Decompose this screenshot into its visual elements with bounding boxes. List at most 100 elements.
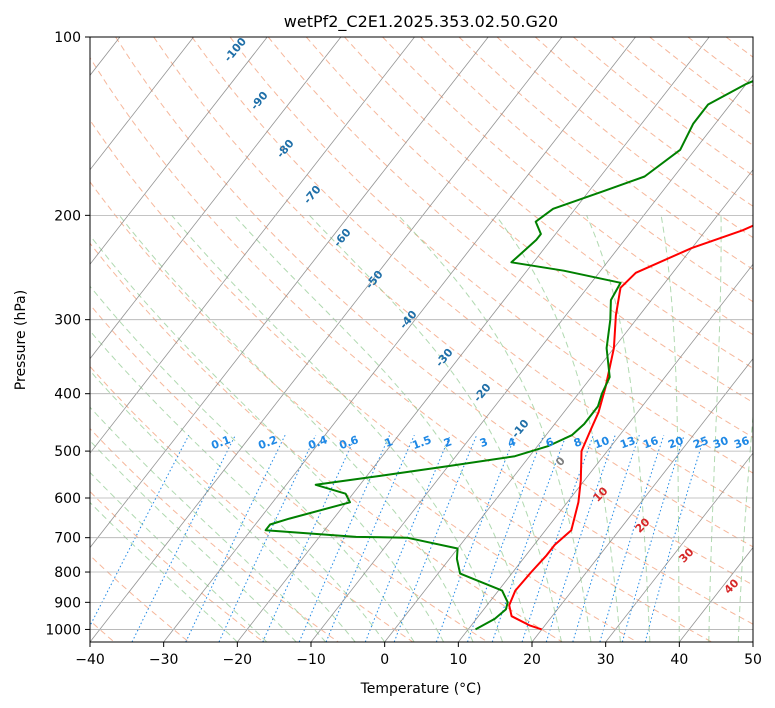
dry-adiabat — [90, 303, 488, 642]
profiles — [264, 80, 753, 631]
moist-adiabat — [233, 214, 533, 642]
mixing-ratio-label: 20 — [666, 434, 685, 452]
dry-adiabat-label: -90 — [248, 89, 271, 113]
mixing-ratio-line — [393, 435, 478, 642]
moist-adiabat-label: 30 — [677, 545, 697, 565]
isotherm — [384, 169, 753, 642]
dry-adiabat-label: -100 — [221, 35, 249, 65]
moist-adiabat — [90, 471, 268, 642]
dry-adiabat — [687, 37, 753, 87]
moist-adiabat — [586, 215, 651, 642]
dry-adiabat — [458, 37, 753, 271]
dry-adiabat — [90, 242, 563, 642]
mixing-ratio-line — [491, 435, 567, 642]
moist-adiabat — [90, 501, 238, 642]
mixing-ratio-line — [185, 434, 286, 642]
isotherm — [90, 37, 268, 265]
dry-adiabat-label: -70 — [301, 183, 324, 207]
mixing-ratio-line — [467, 435, 545, 642]
y-tick-label: 400 — [54, 387, 81, 403]
x-tick-label: 20 — [523, 652, 541, 668]
isotherm — [90, 37, 342, 360]
x-tick-label: 30 — [597, 652, 615, 668]
moist-adiabat — [708, 215, 722, 642]
dry-adiabat — [534, 37, 753, 207]
moist-adiabat — [90, 330, 386, 642]
x-axis: −40 −30 −20 −10 0 10 20 30 40 50 — [75, 642, 762, 668]
moist-adiabat — [118, 214, 474, 642]
mixing-ratio-label: 3 — [478, 435, 490, 450]
mixing-ratio-label: 4 — [506, 435, 518, 450]
moist-adiabat — [737, 410, 753, 642]
mixing-ratio-line — [131, 434, 236, 642]
y-tick-label: 600 — [54, 491, 81, 507]
mixing-ratio-line — [644, 435, 706, 642]
mixing-ratio-line — [262, 434, 357, 642]
moist-adiabat — [90, 406, 327, 642]
isotherm — [237, 37, 710, 642]
dry-adiabat — [305, 37, 753, 403]
y-tick-label: 500 — [54, 444, 81, 460]
background-lines — [90, 37, 753, 642]
moist-adiabat-label: 0 — [553, 454, 568, 469]
mixing-ratio-label: 0.6 — [337, 433, 360, 452]
mixing-ratio-label: 6 — [544, 435, 556, 450]
x-tick-label: 0 — [380, 652, 389, 668]
dry-adiabat — [420, 37, 753, 303]
mixing-ratio-label: 16 — [641, 434, 660, 452]
mixing-ratio-label: 0.1 — [209, 433, 232, 452]
dry-adiabat — [382, 37, 753, 336]
isotherm — [163, 37, 636, 642]
x-tick-label: 50 — [744, 652, 762, 668]
dry-adiabat-label: -20 — [471, 381, 494, 405]
dry-adiabat — [229, 37, 753, 474]
isotherm — [90, 37, 415, 454]
dry-adiabat — [191, 37, 753, 511]
moist-adiabat — [90, 370, 356, 642]
isotherm — [531, 358, 753, 642]
moist-adiabat — [171, 214, 503, 642]
isotherm — [752, 641, 753, 642]
moist-adiabat — [90, 234, 445, 642]
mixing-ratio-label: 10 — [592, 434, 611, 452]
y-tick-label: 900 — [54, 595, 81, 611]
y-tick-label: 1000 — [45, 622, 81, 638]
moist-adiabat — [397, 214, 592, 642]
mixing-ratio-label: 13 — [618, 434, 637, 451]
temperature-line — [508, 224, 753, 631]
dry-adiabat — [90, 554, 190, 642]
moist-adiabat — [660, 215, 680, 642]
dewpoint-line — [264, 80, 753, 631]
y-tick-label: 100 — [54, 30, 81, 46]
isotherm — [90, 37, 194, 171]
moist-adiabat — [90, 285, 415, 642]
line-labels: -100-90-80-70-60-50-40-30-20-10010203040… — [209, 35, 751, 597]
mixing-ratio-label: 25 — [691, 434, 710, 451]
x-tick-label: −40 — [75, 652, 105, 668]
isotherm — [310, 74, 753, 642]
y-tick-label: 800 — [54, 565, 81, 581]
dry-adiabat-label: -80 — [274, 137, 297, 161]
dry-adiabat-label: -60 — [331, 226, 354, 250]
mixing-ratio-label: 2 — [442, 435, 454, 450]
moist-adiabat — [495, 215, 621, 642]
x-tick-label: 40 — [670, 652, 688, 668]
mixing-ratio-label: 30 — [711, 434, 730, 452]
dry-adiabat — [90, 56, 753, 625]
mixing-ratio-line — [90, 434, 190, 628]
y-tick-label: 700 — [54, 531, 81, 547]
y-tick-label: 200 — [54, 208, 81, 224]
x-tick-label: −10 — [296, 652, 326, 668]
x-axis-label: Temperature (°C) — [360, 681, 482, 697]
dry-adiabat — [90, 365, 414, 642]
mixing-ratio-label: 0.4 — [306, 433, 329, 452]
x-tick-label: 10 — [449, 652, 467, 668]
x-tick-label: −20 — [223, 652, 253, 668]
y-axis: 100 200 300 400 500 600 700 800 900 1000 — [45, 30, 90, 638]
isotherm — [90, 37, 489, 549]
dry-adiabat — [267, 37, 753, 438]
isotherm — [90, 37, 563, 642]
mixing-ratio-line — [435, 435, 516, 642]
mixing-ratio-label: 8 — [572, 435, 584, 450]
